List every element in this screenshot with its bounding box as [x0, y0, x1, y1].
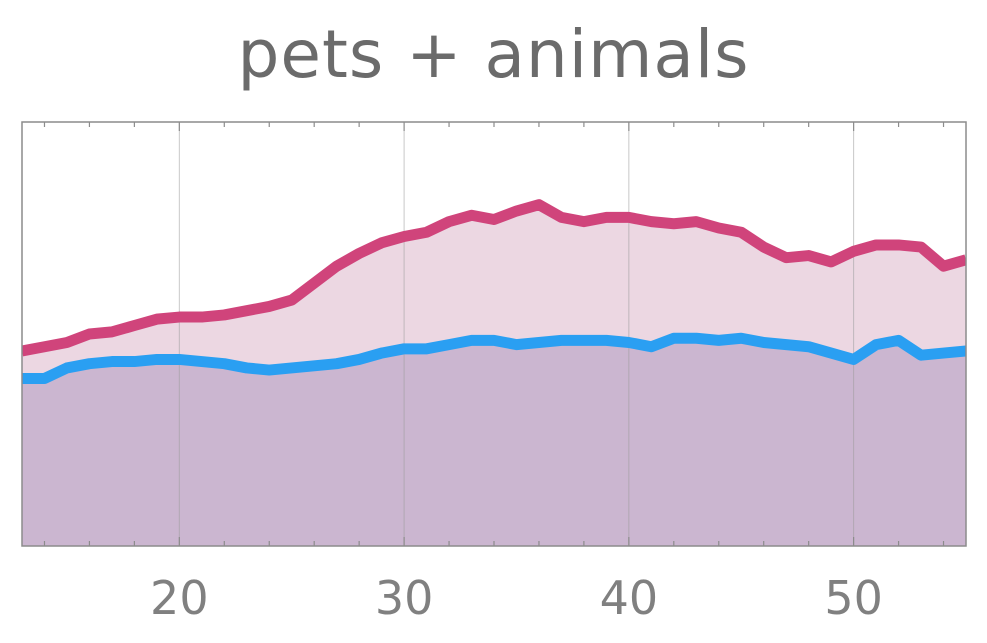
series-2-area — [22, 338, 966, 546]
series-1-line — [22, 199, 966, 357]
series-2-line — [22, 332, 966, 385]
plot-area — [22, 122, 966, 546]
x-tick-label-50: 50 — [824, 571, 883, 625]
chart-title: pets + animals — [237, 16, 750, 93]
x-tick-label-20: 20 — [150, 571, 209, 625]
x-tick-label-30: 30 — [375, 571, 434, 625]
x-tick-label-40: 40 — [600, 571, 659, 625]
